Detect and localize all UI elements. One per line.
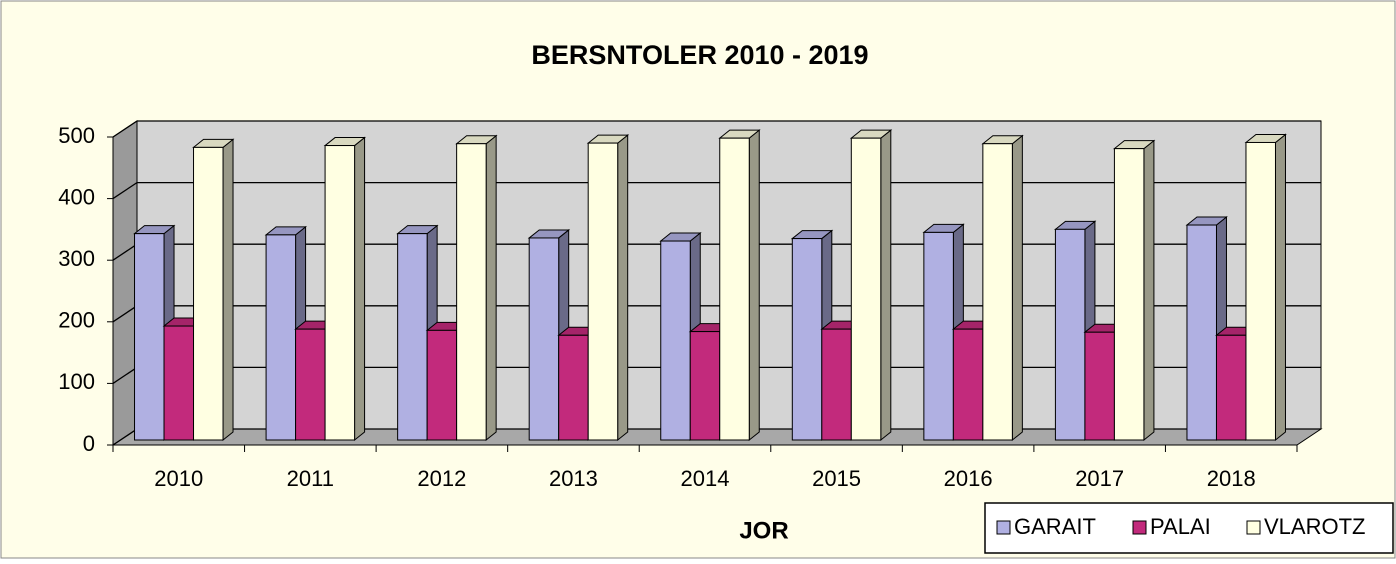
bar-front: [397, 233, 428, 441]
x-tick-label: 2013: [549, 466, 598, 491]
x-tick-label: 2017: [1075, 466, 1124, 491]
bar: [981, 134, 1024, 442]
bar-front: [1054, 228, 1086, 441]
x-tick-label: 2016: [944, 466, 993, 491]
bar-side: [748, 129, 760, 442]
bar-front: [558, 334, 589, 441]
bar: [455, 134, 498, 442]
y-tick-label: 500: [58, 123, 95, 148]
bar-front: [163, 325, 195, 441]
bar-front: [1215, 334, 1247, 441]
y-tick-label: 400: [58, 184, 95, 209]
legend-swatch: [1132, 520, 1147, 535]
bar-front: [850, 137, 882, 441]
chart-title: BERSNTOLER 2010 - 2019: [531, 40, 868, 70]
legend-box: [984, 502, 1394, 554]
x-tick-label: 2015: [812, 466, 861, 491]
bar-side: [1274, 133, 1286, 442]
bar-front: [324, 145, 356, 441]
legend-label: VLAROTZ: [1264, 514, 1365, 539]
bar-front: [456, 143, 487, 441]
plot: 0 100 200 300 400 500 2010 2011 2012 2013 2014 2015…: [58, 120, 1323, 491]
bar-front: [134, 233, 165, 441]
bar-front: [1084, 331, 1115, 441]
bar-front: [952, 328, 984, 441]
x-tick-label: 2014: [681, 466, 730, 491]
legend-swatch: [1246, 520, 1261, 535]
bar-front: [982, 143, 1013, 441]
x-tick-label: 2012: [417, 466, 466, 491]
bar-side: [617, 134, 629, 442]
bar: [1112, 139, 1156, 442]
bar-front: [426, 329, 458, 441]
bar-front: [821, 328, 852, 441]
y-tick-label: 100: [58, 369, 95, 394]
legend-label: PALAI: [1150, 514, 1211, 539]
bar-front: [1245, 141, 1276, 441]
bar: [718, 129, 761, 442]
bar-front: [528, 237, 560, 441]
bar-front: [791, 238, 823, 441]
bar: [323, 136, 367, 442]
bar-front: [587, 142, 619, 441]
x-tick-label: 2011: [287, 466, 334, 491]
bar: [192, 138, 235, 442]
x-tick-label: 2010: [154, 466, 203, 491]
bar-side: [485, 134, 497, 442]
bar-side: [1011, 134, 1023, 442]
bar: [849, 129, 893, 442]
bar-front: [1186, 224, 1217, 441]
x-tick-label: 2018: [1207, 466, 1256, 491]
bar-front: [660, 240, 691, 441]
side-wall: [112, 120, 138, 446]
bar-front: [923, 231, 954, 441]
bar: [586, 134, 630, 442]
y-tick-label: 0: [83, 431, 95, 456]
bar-side: [1143, 139, 1155, 442]
bar-side: [354, 136, 366, 442]
bar-side: [880, 129, 892, 442]
bar-front: [193, 146, 224, 441]
grid-line: [112, 181, 1321, 200]
bar-front: [295, 328, 326, 441]
bar-front: [265, 234, 297, 441]
bar: [1244, 133, 1287, 442]
bar-front: [689, 331, 721, 441]
y-tick-label: 300: [58, 246, 95, 271]
legend-swatch: [996, 520, 1011, 535]
bar-front: [1113, 148, 1145, 441]
grid-line: [112, 120, 1321, 138]
bar: [1185, 215, 1228, 442]
bar-side: [222, 138, 234, 442]
y-tick-label: 200: [58, 308, 95, 333]
legend-label: GARAIT: [1014, 514, 1096, 539]
x-axis-title: JOR: [739, 517, 788, 544]
bar-front: [719, 137, 750, 441]
